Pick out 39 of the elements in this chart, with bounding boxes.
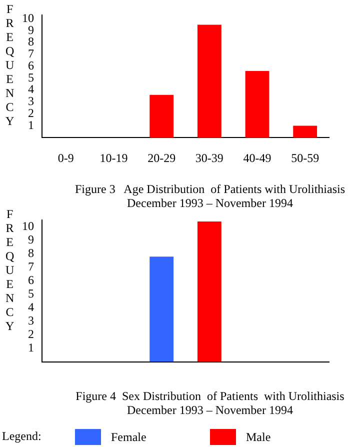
y-tick-label: 3 (28, 94, 34, 108)
y-tick-label: 5 (28, 286, 34, 301)
legend-label: Female (111, 430, 146, 444)
y-tick-label: 9 (28, 22, 34, 37)
text: Figure 3 Age Distribution of Patients with Urolithiasis (74, 182, 346, 197)
text: December 1993 – November 1994 (126, 403, 294, 418)
text: Figure 4 Sex Distribution of Patients with Urolithiasis (74, 389, 346, 404)
x-tick-label: 10-19 (100, 150, 128, 165)
text: December 1993 – November 1994 (126, 196, 294, 211)
y-tick-label: 7 (28, 46, 34, 61)
y-tick-label: 6 (28, 273, 34, 288)
y-tick-label: 10 (22, 10, 34, 25)
y-tick-label: 8 (28, 246, 34, 260)
y-tick-label: 7 (28, 260, 34, 274)
x-tick-label: 30-39 (195, 150, 224, 165)
x-tick-label: 0-9 (58, 150, 74, 165)
y-tick-label: 2 (28, 106, 34, 120)
bar (245, 71, 270, 138)
y-tick-label: 2 (28, 326, 34, 341)
y-axis-title: FREQUENCY (2, 2, 17, 128)
legend-label: Male (246, 430, 271, 444)
y-tick-label: 9 (28, 232, 34, 247)
bar (197, 24, 222, 138)
y-tick-label: 4 (28, 300, 34, 314)
x-tick-label: 50-59 (291, 150, 320, 165)
legend-title: Legend: (2, 429, 42, 444)
y-tick-label: 6 (28, 58, 34, 72)
y-tick-label: 8 (28, 34, 34, 49)
y-tick-label: 4 (28, 82, 34, 96)
y-tick-label: 1 (28, 340, 34, 354)
bar (293, 126, 318, 138)
y-tick-label: 3 (28, 314, 34, 328)
y-axis-title: FREQUENCY (2, 207, 17, 333)
y-tick-label: 1 (28, 118, 34, 132)
y-tick-label: 10 (22, 219, 34, 234)
x-tick-label: 20-29 (148, 150, 176, 165)
bar (150, 94, 174, 138)
y-tick-label: 5 (28, 70, 34, 84)
x-tick-label: 40-49 (243, 150, 272, 165)
